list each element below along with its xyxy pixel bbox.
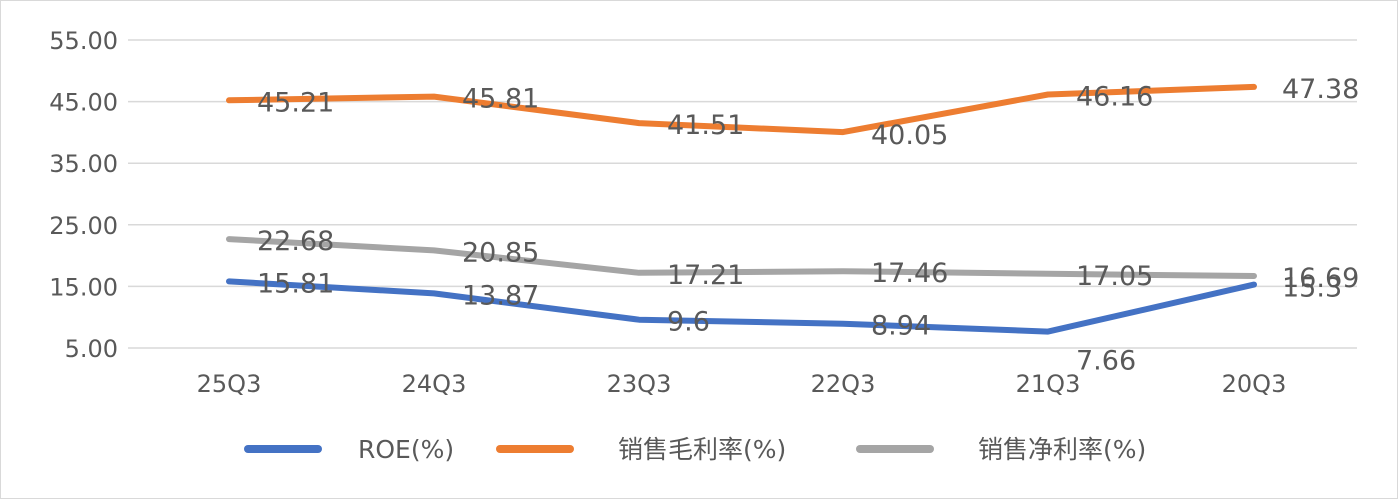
x-tick-label: 22Q3 — [811, 370, 876, 398]
data-label: 9.6 — [667, 307, 710, 338]
y-tick-label: 45.00 — [49, 89, 118, 117]
x-tick-label: 20Q3 — [1222, 370, 1287, 398]
y-tick-label: 35.00 — [49, 150, 118, 178]
data-label: 40.05 — [871, 120, 948, 151]
data-label: 17.05 — [1076, 261, 1153, 292]
data-label: 7.66 — [1076, 346, 1136, 377]
data-label: 8.94 — [871, 311, 931, 342]
series-line — [226, 236, 1257, 279]
data-labels: 15.81 13.87 9.6 8.94 7.66 15.3 45.21 45.81 41.51… — [257, 74, 1359, 377]
legend-label: ROE(%) — [358, 435, 454, 464]
data-label: 15.81 — [257, 268, 334, 299]
series-line — [226, 278, 1257, 335]
data-label: 20.85 — [462, 237, 539, 268]
x-axis-ticks: 25Q3 24Q3 23Q3 22Q3 21Q3 20Q3 — [197, 370, 1287, 398]
y-tick-label: 5.00 — [65, 335, 118, 363]
data-label: 41.51 — [667, 110, 744, 141]
data-label: 47.38 — [1282, 74, 1359, 105]
series-line — [226, 83, 1257, 136]
data-label: 46.16 — [1076, 81, 1153, 112]
data-label: 17.46 — [871, 258, 948, 289]
x-tick-label: 24Q3 — [402, 370, 467, 398]
y-tick-label: 15.00 — [49, 273, 118, 301]
series-lines — [226, 83, 1257, 335]
legend: ROE(%) 销售毛利率(%) 销售净利率(%) — [244, 435, 1146, 464]
legend-label: 销售毛利率(%) — [618, 435, 786, 464]
data-label: 45.81 — [462, 84, 539, 115]
x-tick-label: 21Q3 — [1016, 370, 1081, 398]
y-axis-ticks: 5.00 15.00 25.00 35.00 45.00 55.00 — [49, 27, 118, 363]
data-label: 13.87 — [462, 280, 539, 311]
y-tick-label: 55.00 — [49, 27, 118, 55]
data-label: 45.21 — [257, 87, 334, 118]
x-tick-label: 25Q3 — [197, 370, 262, 398]
data-label: 22.68 — [257, 226, 334, 257]
legend-label: 销售净利率(%) — [978, 435, 1146, 464]
x-tick-label: 23Q3 — [607, 370, 672, 398]
data-label: 16.69 — [1282, 263, 1359, 294]
data-label: 17.21 — [667, 260, 744, 291]
y-tick-label: 25.00 — [49, 212, 118, 240]
data-label: 15.3 — [1282, 273, 1342, 304]
